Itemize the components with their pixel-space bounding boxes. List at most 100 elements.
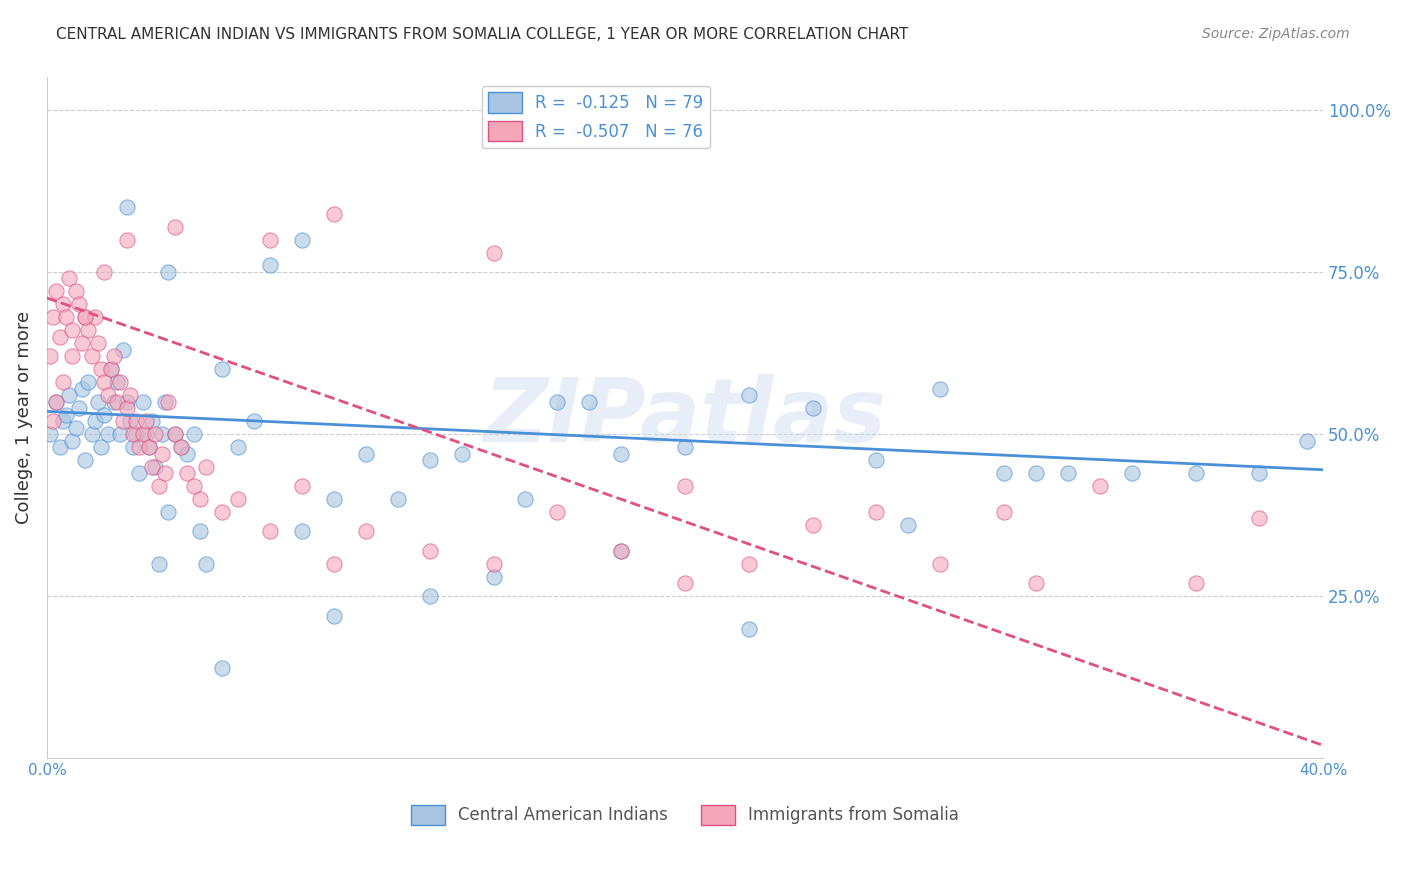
Point <box>52 297 75 311</box>
Point <box>546 394 568 409</box>
Point <box>58 271 80 285</box>
Point <box>610 543 633 558</box>
Point <box>419 543 441 558</box>
Point <box>125 414 148 428</box>
Point <box>122 427 145 442</box>
Point <box>75 310 97 325</box>
Point <box>211 660 233 674</box>
Point <box>163 427 186 442</box>
Point <box>1249 466 1271 480</box>
Point <box>62 323 84 337</box>
Point <box>188 524 211 539</box>
Point <box>67 401 90 416</box>
Point <box>163 427 186 442</box>
Point <box>62 434 84 448</box>
Point <box>100 362 122 376</box>
Point <box>1184 576 1206 591</box>
Point <box>153 394 176 409</box>
Point <box>77 375 100 389</box>
Point <box>738 388 761 402</box>
Point <box>39 349 62 363</box>
Point <box>150 446 173 460</box>
Point <box>103 349 125 363</box>
Point <box>801 401 824 416</box>
Point <box>138 440 160 454</box>
Point <box>1088 479 1111 493</box>
Point <box>323 557 346 571</box>
Point <box>141 459 163 474</box>
Point <box>93 375 115 389</box>
Point <box>141 414 163 428</box>
Point <box>897 517 920 532</box>
Point <box>58 388 80 402</box>
Point <box>62 349 84 363</box>
Point <box>87 394 110 409</box>
Point <box>183 427 205 442</box>
Point <box>738 622 761 636</box>
Point <box>75 453 97 467</box>
Point <box>148 557 170 571</box>
Point <box>323 206 346 220</box>
Point <box>70 336 93 351</box>
Point <box>39 427 62 442</box>
Point <box>128 466 150 480</box>
Point <box>1025 576 1047 591</box>
Point <box>135 414 157 428</box>
Point <box>80 427 103 442</box>
Point <box>546 505 568 519</box>
Point <box>48 330 70 344</box>
Point <box>153 466 176 480</box>
Point <box>1057 466 1080 480</box>
Point <box>105 375 128 389</box>
Point <box>387 491 409 506</box>
Point <box>148 479 170 493</box>
Point <box>75 310 97 325</box>
Point <box>1184 466 1206 480</box>
Point <box>87 336 110 351</box>
Point <box>157 505 180 519</box>
Point <box>610 543 633 558</box>
Point <box>163 219 186 234</box>
Point <box>259 524 281 539</box>
Point <box>610 446 633 460</box>
Point <box>125 427 148 442</box>
Point <box>228 491 250 506</box>
Point <box>55 310 77 325</box>
Point <box>195 459 218 474</box>
Point <box>90 440 112 454</box>
Point <box>259 259 281 273</box>
Point <box>110 427 132 442</box>
Point <box>482 245 505 260</box>
Point <box>70 382 93 396</box>
Point <box>110 375 132 389</box>
Point <box>482 570 505 584</box>
Point <box>90 362 112 376</box>
Point <box>419 453 441 467</box>
Point <box>291 233 314 247</box>
Point <box>96 388 118 402</box>
Point <box>865 453 887 467</box>
Point <box>354 446 377 460</box>
Point <box>45 394 67 409</box>
Point <box>176 466 198 480</box>
Point <box>112 343 135 357</box>
Point <box>112 414 135 428</box>
Point <box>100 362 122 376</box>
Point <box>482 557 505 571</box>
Point <box>103 394 125 409</box>
Point <box>131 427 153 442</box>
Point <box>1121 466 1143 480</box>
Point <box>578 394 600 409</box>
Point <box>419 589 441 603</box>
Point <box>738 557 761 571</box>
Point <box>150 427 173 442</box>
Point <box>93 408 115 422</box>
Point <box>145 427 167 442</box>
Point <box>1025 466 1047 480</box>
Point <box>65 420 87 434</box>
Point <box>65 285 87 299</box>
Point <box>291 524 314 539</box>
Point <box>291 479 314 493</box>
Point <box>115 200 138 214</box>
Point <box>170 440 193 454</box>
